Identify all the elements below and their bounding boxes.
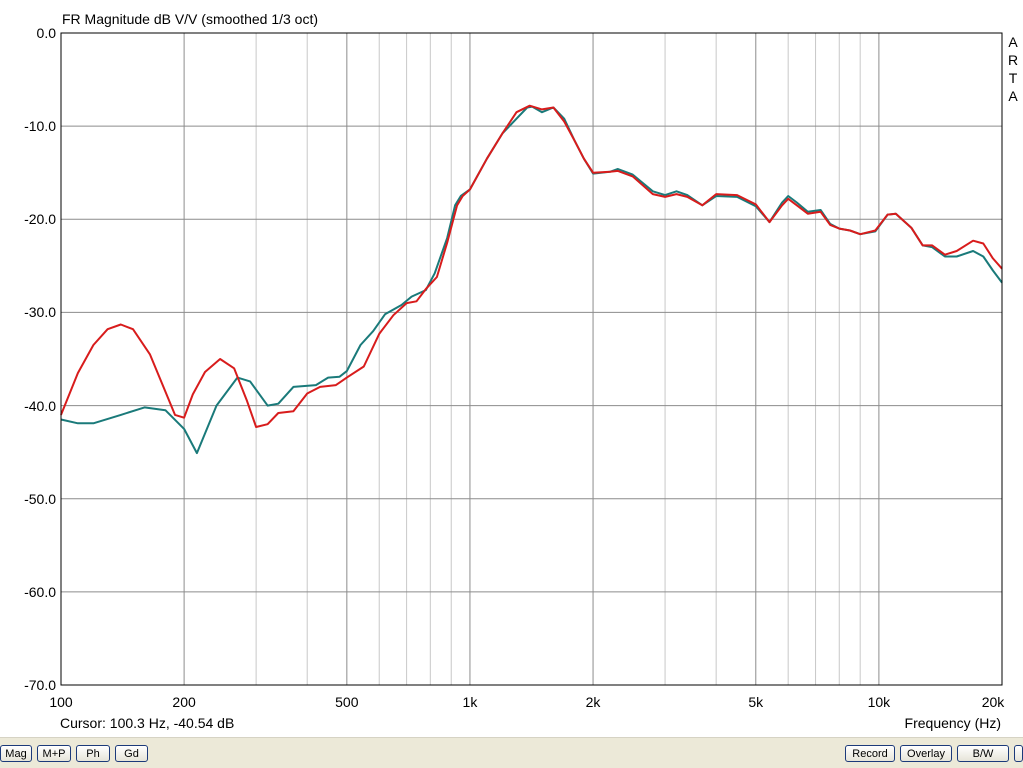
y-tick-label: -50.0 (24, 490, 56, 507)
plot-area[interactable] (0, 0, 1023, 737)
x-tick-label: 10k (867, 694, 891, 710)
watermark-letter: A (1008, 34, 1018, 50)
y-tick-label: -40.0 (24, 397, 56, 414)
y-tick-label: -20.0 (24, 211, 56, 228)
cursor-readout: Cursor: 100.3 Hz, -40.54 dB (60, 715, 235, 731)
y-tick-label: -70.0 (24, 677, 56, 693)
mag-button[interactable]: Mag (0, 745, 32, 762)
y-tick-label: -30.0 (24, 304, 56, 321)
series-line-2 (60, 104, 1003, 428)
x-tick-label: 200 (172, 694, 196, 710)
y-tick-label: -60.0 (24, 583, 56, 600)
x-tick-label: 20k (981, 694, 1005, 710)
bw-button[interactable]: B/W (957, 745, 1009, 762)
x-tick-label: 1k (462, 694, 478, 710)
watermark-letter: T (1008, 70, 1018, 86)
watermark-letter: A (1008, 88, 1018, 104)
x-tick-label: 5k (748, 694, 764, 710)
bottom-toolbar: Mag M+P Ph Gd Record Overlay B/W (0, 737, 1023, 768)
arta-watermark: A R T A (1007, 33, 1019, 105)
mag-phase-button[interactable]: M+P (37, 745, 71, 762)
x-tick-label: 100 (49, 694, 73, 710)
x-tick-label: 2k (585, 694, 601, 710)
record-button[interactable]: Record (845, 745, 895, 762)
y-tick-label: -10.0 (24, 118, 56, 135)
overlay-button[interactable]: Overlay (900, 745, 952, 762)
x-tick-label: 500 (335, 694, 359, 710)
x-axis-label: Frequency (Hz) (904, 715, 1001, 731)
y-tick-label: 0.0 (36, 25, 56, 41)
group-delay-button[interactable]: Gd (115, 745, 148, 762)
chart-title: FR Magnitude dB V/V (smoothed 1/3 oct) (62, 11, 319, 27)
more-button[interactable] (1014, 745, 1023, 762)
phase-button[interactable]: Ph (76, 745, 110, 762)
watermark-letter: R (1007, 52, 1019, 68)
